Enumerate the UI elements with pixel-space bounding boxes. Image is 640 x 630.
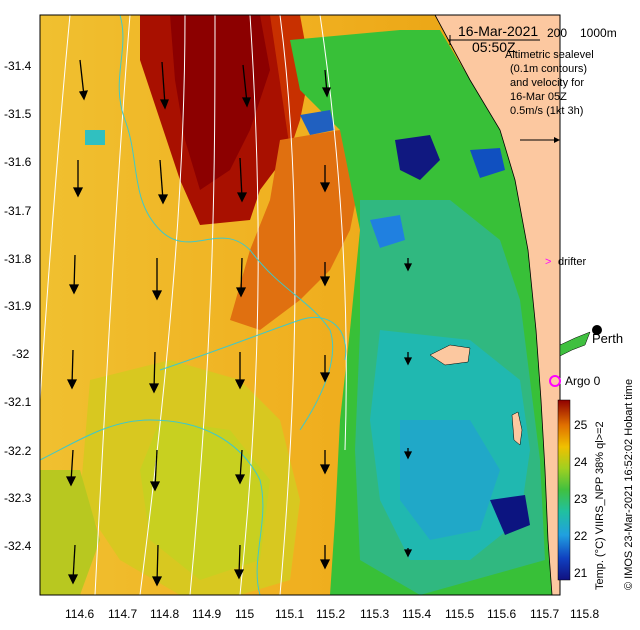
- legend-line-2: (0.1m contours): [510, 63, 587, 75]
- velocity-arrow: [403, 448, 413, 460]
- sea-surface-temperature-field: [40, 15, 560, 595]
- lat-tick: -31.9: [4, 299, 32, 313]
- velocity-arrow: [403, 548, 413, 558]
- garden-island: [511, 411, 523, 446]
- velocity-arrows: [65, 59, 413, 587]
- lon-tick: 114.9: [192, 607, 221, 621]
- lat-tick: -32.3: [4, 491, 32, 505]
- velocity-arrow: [149, 449, 161, 492]
- lat-tick: -31.8: [4, 252, 32, 266]
- velocity-arrow: [151, 258, 163, 301]
- lon-tick: 115.3: [360, 607, 389, 621]
- velocity-arrow: [66, 349, 78, 390]
- credit-left-text: © IMOS 23-Mar-2021 16:52:02 Hobart time: [623, 379, 635, 590]
- velocity-arrow: [319, 262, 331, 287]
- colorbar: 25 24 23 22 21: [557, 399, 588, 581]
- date-label: 16-Mar-2021: [458, 23, 538, 39]
- velocity-arrow: [319, 165, 331, 193]
- lon-tick: 114.8: [150, 607, 179, 621]
- colorbar-tick: 22: [574, 529, 588, 543]
- legend-line-3: and velocity for: [510, 77, 584, 89]
- depth-label-1000: 1000m: [580, 26, 617, 40]
- lat-tick: -31.6: [4, 155, 32, 169]
- velocity-arrow: [67, 544, 79, 585]
- velocity-arrow: [148, 351, 160, 394]
- colorbar-tick: 21: [574, 566, 588, 580]
- velocity-arrow: [403, 258, 413, 272]
- rottnest-island: [429, 344, 471, 366]
- legend-line-5: 0.5m/s (1kt 3h): [510, 105, 583, 117]
- velocity-arrow: [236, 157, 248, 203]
- legend-line-1: Altimetric sealevel: [505, 49, 594, 61]
- argo-label: Argo 0: [565, 374, 601, 388]
- lon-tick: 115.7: [530, 607, 559, 621]
- city-label: Perth: [592, 331, 623, 346]
- velocity-arrow: [234, 352, 246, 390]
- lon-tick: 115: [235, 607, 254, 621]
- velocity-arrow: [235, 257, 247, 298]
- perth-marker: [592, 325, 602, 335]
- lat-tick: -32.2: [4, 444, 32, 458]
- time-label: 05:50Z: [472, 39, 516, 55]
- isobath-contours: [39, 14, 347, 596]
- lat-axis: -31.4 -31.5 -31.6 -31.7 -31.8 -31.9 -32 …: [4, 59, 32, 553]
- velocity-arrow: [68, 254, 80, 295]
- colorbar-tick: 23: [574, 492, 588, 506]
- swan-river: [559, 331, 591, 357]
- colorbar-tick: 25: [574, 418, 588, 432]
- velocity-arrow: [72, 160, 84, 198]
- drifter-label: drifter: [558, 256, 586, 268]
- credit-right-text: Temp. (°C) VIIRS_NPP 38% ql>=2: [594, 421, 606, 590]
- velocity-arrow: [78, 59, 88, 101]
- lon-tick: 115.6: [487, 607, 516, 621]
- lon-axis: 114.6 114.7 114.8 114.9 115 115.1 115.2 …: [65, 607, 599, 621]
- lon-tick: 115.2: [316, 607, 345, 621]
- velocity-arrow: [319, 355, 331, 383]
- velocity-arrow: [321, 69, 331, 98]
- coastline: [434, 14, 553, 596]
- velocity-arrow: [151, 544, 163, 587]
- plot-frame: [39, 14, 561, 596]
- velocity-arrow: [319, 545, 331, 570]
- land-area: [435, 15, 560, 595]
- velocity-arrow: [319, 450, 331, 475]
- lon-tick: 115.5: [445, 607, 474, 621]
- drifter-marker: >: [545, 256, 551, 268]
- legend-scale-arrow: [520, 137, 560, 143]
- argo-marker: [549, 375, 561, 387]
- lon-tick: 114.6: [65, 607, 94, 621]
- lon-tick: 115.8: [570, 607, 599, 621]
- velocity-arrow: [403, 352, 413, 366]
- lat-tick: -31.5: [4, 107, 32, 121]
- velocity-arrow: [234, 449, 246, 485]
- velocity-arrow: [157, 159, 169, 205]
- lat-tick: -32.1: [4, 395, 32, 409]
- lon-tick: 115.4: [402, 607, 431, 621]
- lat-tick: -31.4: [4, 59, 32, 73]
- depth-label-200: 200: [547, 26, 567, 40]
- legend-line-4: 16-Mar 05Z: [510, 91, 567, 103]
- velocity-arrow: [159, 61, 169, 110]
- lon-tick: 114.7: [108, 607, 137, 621]
- velocity-arrow: [233, 544, 245, 580]
- lat-tick: -32: [12, 347, 30, 361]
- lat-tick: -31.7: [4, 204, 32, 218]
- velocity-arrow: [65, 449, 77, 487]
- colorbar-tick: 24: [574, 455, 588, 469]
- lon-tick: 115.1: [275, 607, 304, 621]
- velocity-arrow: [241, 64, 251, 108]
- lat-tick: -32.4: [4, 539, 32, 553]
